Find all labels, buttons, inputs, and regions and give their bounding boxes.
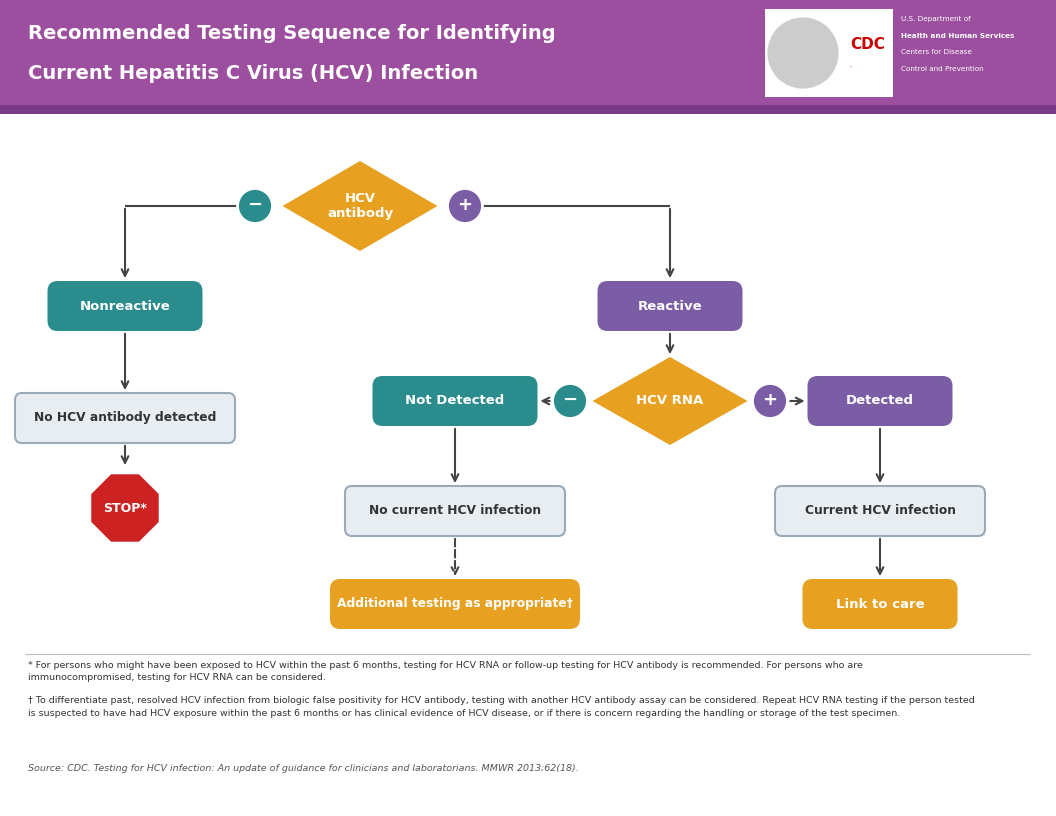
Text: Control and Prevention: Control and Prevention <box>901 66 983 73</box>
FancyBboxPatch shape <box>803 579 958 629</box>
Text: Current Hepatitis C Virus (HCV) Infection: Current Hepatitis C Virus (HCV) Infectio… <box>29 64 478 83</box>
FancyBboxPatch shape <box>329 579 580 629</box>
FancyBboxPatch shape <box>373 376 538 426</box>
FancyBboxPatch shape <box>808 376 953 426</box>
Text: No HCV antibody detected: No HCV antibody detected <box>34 411 216 424</box>
Text: * For persons who might have been exposed to HCV within the past 6 months, testi: * For persons who might have been expose… <box>29 661 863 682</box>
Text: CDC: CDC <box>850 38 885 52</box>
Circle shape <box>767 17 840 89</box>
Circle shape <box>552 384 587 419</box>
Polygon shape <box>283 161 437 251</box>
Text: Current HCV infection: Current HCV infection <box>805 504 956 517</box>
FancyBboxPatch shape <box>15 393 235 443</box>
Text: CDC: CDC <box>850 66 853 68</box>
Text: Source: CDC. Testing for HCV infection: An update of guidance for clinicians and: Source: CDC. Testing for HCV infection: … <box>29 764 579 773</box>
Text: U.S. Department of: U.S. Department of <box>901 16 970 22</box>
Polygon shape <box>592 357 748 445</box>
Text: HCV
antibody: HCV antibody <box>327 192 393 220</box>
FancyBboxPatch shape <box>598 281 742 331</box>
FancyBboxPatch shape <box>765 9 893 97</box>
Text: −: − <box>563 391 578 409</box>
Circle shape <box>753 384 788 419</box>
Text: Centers for Disease: Centers for Disease <box>901 50 972 55</box>
Text: Detected: Detected <box>846 394 914 407</box>
Text: Recommended Testing Sequence for Identifying: Recommended Testing Sequence for Identif… <box>29 24 555 43</box>
Circle shape <box>238 188 272 224</box>
Text: −: − <box>247 196 263 214</box>
Text: Link to care: Link to care <box>835 597 924 610</box>
FancyBboxPatch shape <box>0 0 1056 105</box>
FancyBboxPatch shape <box>775 486 985 536</box>
Text: +: + <box>762 391 777 409</box>
Text: Reactive: Reactive <box>638 299 702 313</box>
Circle shape <box>448 188 483 224</box>
Polygon shape <box>90 473 161 543</box>
Text: +: + <box>457 196 472 214</box>
Text: Not Detected: Not Detected <box>406 394 505 407</box>
Text: STOP*: STOP* <box>103 502 147 515</box>
FancyBboxPatch shape <box>345 486 565 536</box>
Text: Additional testing as appropriate†: Additional testing as appropriate† <box>337 597 573 610</box>
Text: No current HCV infection: No current HCV infection <box>369 504 541 517</box>
Text: Nonreactive: Nonreactive <box>79 299 170 313</box>
FancyBboxPatch shape <box>0 105 1056 114</box>
FancyBboxPatch shape <box>48 281 203 331</box>
Text: HCV RNA: HCV RNA <box>637 394 703 407</box>
Text: † To differentiate past, resolved HCV infection from biologic false positivity f: † To differentiate past, resolved HCV in… <box>29 696 975 717</box>
Text: Health and Human Services: Health and Human Services <box>901 33 1015 38</box>
